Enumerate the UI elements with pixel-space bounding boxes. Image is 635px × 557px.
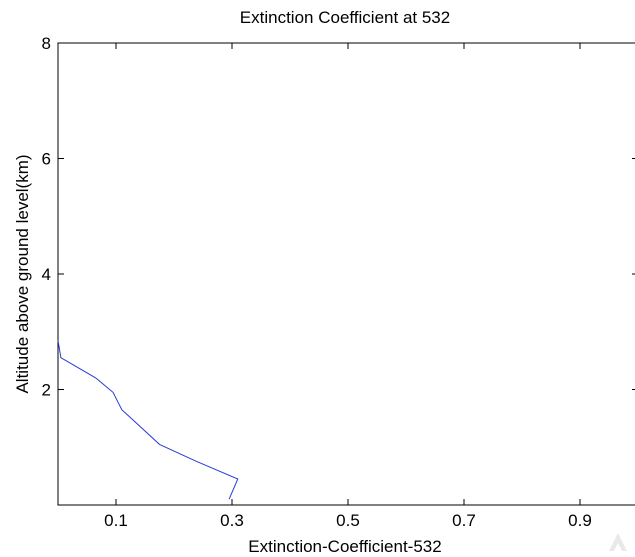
y-axis-label: Altitude above ground level(km) [13,154,32,393]
y-tick-label: 4 [42,265,51,284]
y-axis-tick-labels: 2 4 6 8 [42,34,51,400]
x-axis-label: Extinction-Coefficient-532 [248,537,441,556]
x-tick-label: 0.9 [568,511,592,530]
x-tick-label: 0.1 [104,511,128,530]
x-tick-label: 0.7 [452,511,476,530]
series-layer [57,340,239,500]
x-tick-label: 0.5 [336,511,360,530]
y-tick-label: 6 [42,150,51,169]
x-tick-label: 0.3 [220,511,244,530]
y-tick-label: 2 [42,381,51,400]
x-axis-ticks [115,43,581,505]
chart-title: Extinction Coefficient at 532 [240,8,450,27]
y-axis-ticks [58,42,635,390]
y-tick-label: 8 [42,34,51,53]
series-line [57,340,239,500]
plot-area [57,42,635,506]
watermark-icon [609,533,627,551]
x-axis-tick-labels: 0.1 0.3 0.5 0.7 0.9 [104,511,592,530]
